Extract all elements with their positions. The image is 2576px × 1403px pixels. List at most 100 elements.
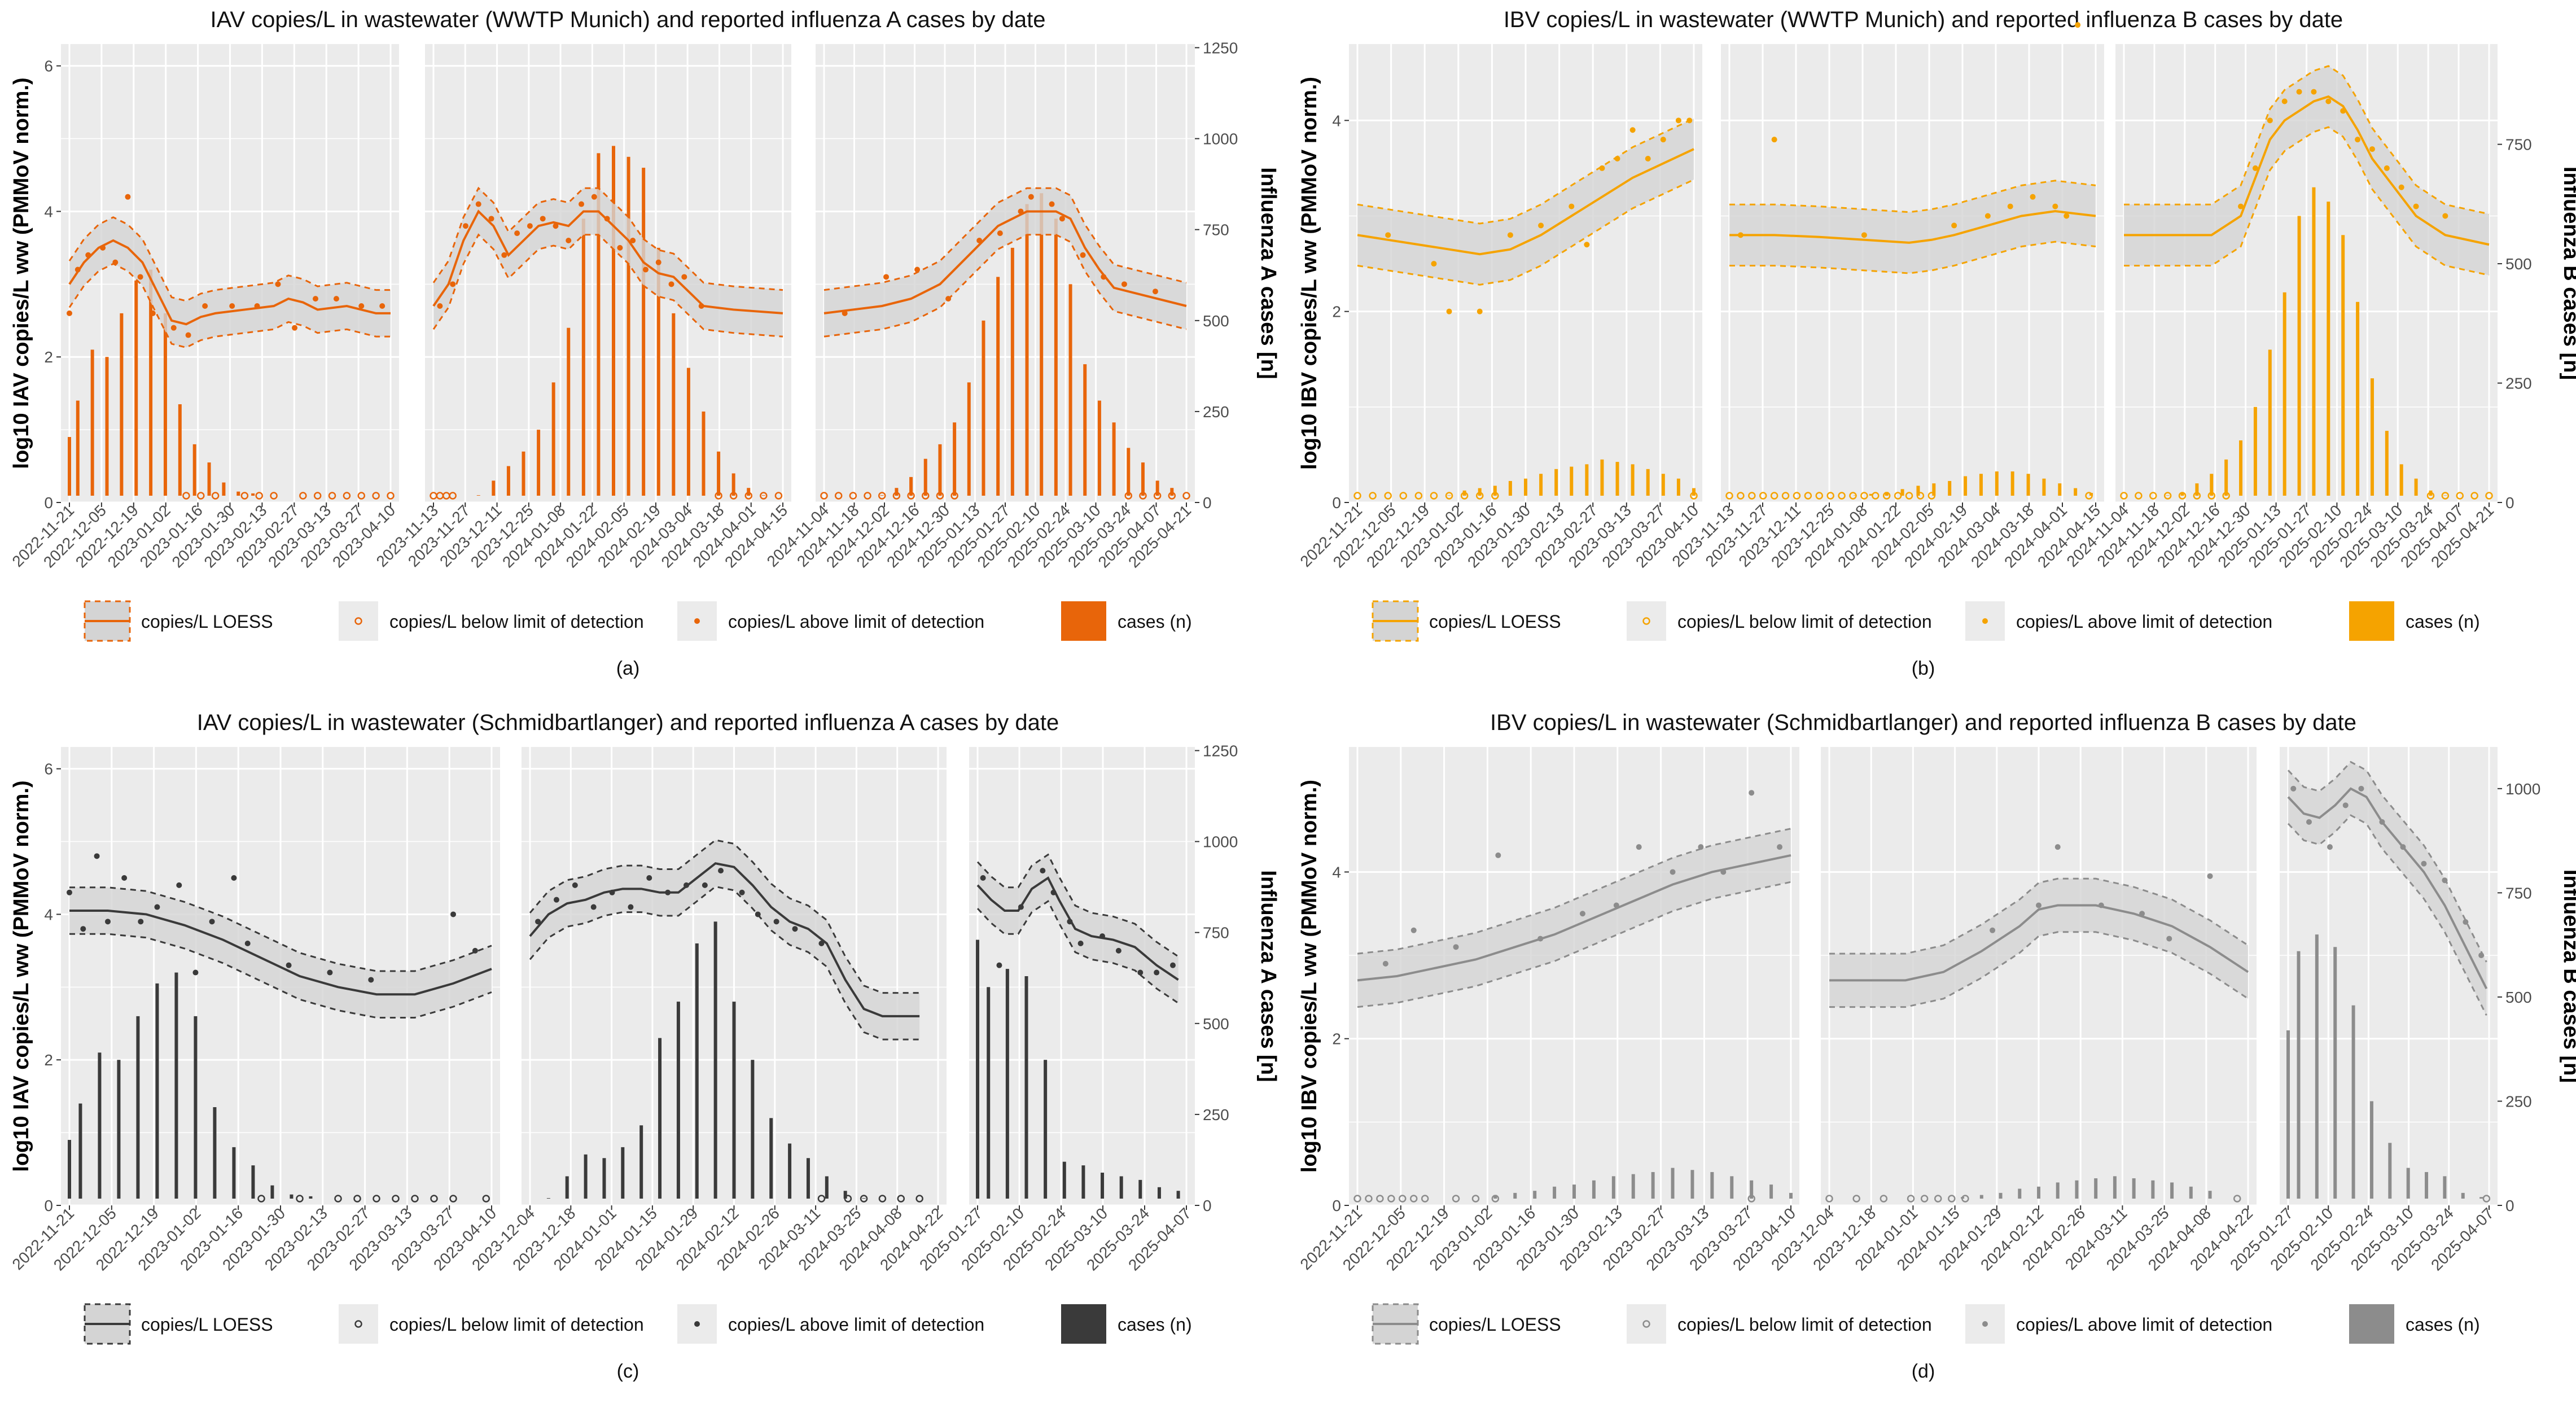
point-above-lod: [80, 926, 86, 932]
cases-bar: [731, 473, 735, 496]
point-below-lod: [1747, 1195, 1755, 1203]
point-below-lod: [1748, 492, 1756, 500]
cases-bar: [2189, 1186, 2193, 1199]
point-above-lod: [2358, 785, 2364, 792]
figure-caption: (d): [1912, 1361, 1935, 1382]
legend-label-loess: copies/L LOESS: [1429, 1314, 1561, 1335]
point-above-lod: [1686, 117, 1693, 124]
point-above-lod: [2252, 165, 2258, 171]
cases-bar: [2443, 495, 2447, 496]
cases-bar: [2425, 1172, 2429, 1199]
point-below-lod: [1804, 492, 1812, 500]
cases-bar: [1024, 976, 1028, 1199]
point-above-lod: [604, 216, 610, 222]
cases-bar: [1493, 486, 1497, 496]
point-below-lod: [1182, 492, 1190, 500]
legend-key-above: [694, 1321, 700, 1327]
y2-tick-label: 0: [1203, 1197, 1212, 1214]
point-above-lod: [450, 281, 456, 287]
cases-bar: [1062, 1161, 1066, 1199]
point-below-lod: [1737, 492, 1745, 500]
point-above-lod: [1018, 904, 1024, 910]
point-below-lod: [357, 492, 366, 500]
season-panel-1: 2022-11-212022-12-052022-12-192023-01-02…: [9, 747, 500, 1274]
point-below-lod: [878, 1195, 887, 1203]
legend-key-below-bg: [339, 1304, 378, 1344]
y-tick-label: 2: [44, 1051, 53, 1069]
loess-upper-bound: [432, 186, 783, 291]
cases-bar: [1631, 1174, 1635, 1199]
y-tick-label: 2: [44, 348, 53, 366]
cases-bar: [1570, 466, 1574, 496]
legend-key-below: [1642, 1320, 1650, 1328]
point-above-lod: [2384, 165, 2390, 171]
legend-key-above: [1982, 1321, 1988, 1327]
point-below-lod: [1920, 1195, 1929, 1203]
y2-tick-label: 250: [2505, 1092, 2532, 1110]
y2-tick-label: 500: [2505, 989, 2532, 1006]
cases-bar: [2327, 202, 2330, 496]
cases-bar: [1044, 1060, 1048, 1199]
cases-bar: [120, 313, 124, 496]
point-below-lod: [1421, 1195, 1429, 1203]
cases-bar: [923, 458, 927, 496]
cases-bar: [1127, 448, 1131, 496]
cases-bar: [1155, 480, 1159, 496]
point-below-lod: [1460, 492, 1469, 500]
cases-bar: [1524, 478, 1527, 496]
point-above-lod: [327, 969, 333, 976]
point-above-lod: [2398, 184, 2404, 190]
cases-bar: [2253, 407, 2257, 496]
y2-tick-label: 750: [1203, 924, 1229, 942]
season-panel-2: 2023-11-132023-11-272023-12-112023-12-25…: [373, 44, 791, 571]
point-above-lod: [202, 303, 208, 309]
loess-band: [69, 887, 492, 1018]
point-above-lod: [67, 889, 72, 895]
point-above-lod: [333, 296, 339, 302]
point-above-lod: [2207, 873, 2213, 879]
point-below-lod: [240, 492, 249, 500]
y-axis-label: log10 IBV copies/L ww (PMMoV norm.): [1298, 77, 1321, 470]
point-above-lod: [1453, 944, 1459, 950]
point-above-lod: [591, 194, 597, 200]
cases-bar: [1447, 495, 1451, 496]
loess-lower-bound: [432, 233, 783, 338]
cases-bar: [1176, 1191, 1180, 1199]
cases-bar: [1539, 474, 1543, 496]
cases-bar: [1553, 1186, 1557, 1199]
loess-upper-bound: [976, 853, 1179, 958]
point-above-lod: [1040, 868, 1046, 874]
point-above-lod: [170, 325, 177, 331]
point-below-lod: [1948, 1195, 1956, 1203]
loess-band: [1729, 180, 2096, 273]
cases-bar: [2312, 187, 2316, 496]
cases-bar: [551, 382, 555, 496]
point-below-lod: [2193, 492, 2201, 500]
cases-bar: [584, 1154, 588, 1199]
point-above-lod: [1749, 790, 1755, 796]
cases-bar: [2268, 349, 2272, 496]
cases-bar: [194, 1016, 198, 1199]
point-above-lod: [997, 230, 1003, 237]
point-below-lod: [1770, 492, 1778, 500]
cases-bar: [155, 983, 159, 1199]
legend-label-loess: copies/L LOESS: [141, 611, 273, 632]
point-below-lod: [1452, 1195, 1460, 1203]
cases-bar: [1769, 1185, 1773, 1199]
point-above-lod: [535, 919, 541, 925]
loess-upper-bound: [529, 839, 920, 994]
cases-bar: [686, 368, 690, 496]
point-below-lod: [2222, 492, 2230, 500]
point-below-lod: [820, 492, 828, 500]
point-below-lod: [449, 492, 457, 500]
cases-bar: [2094, 1178, 2098, 1199]
point-below-lod: [1384, 492, 1392, 500]
season-panel-3: 2025-01-272025-02-102025-02-242025-03-10…: [916, 747, 1195, 1274]
loess-band: [1357, 118, 1694, 285]
point-below-lod: [844, 1195, 852, 1203]
cases-bar: [1750, 1180, 1754, 1199]
loess-line: [1729, 210, 2096, 244]
point-above-lod: [312, 296, 318, 302]
chart-a: IAV copies/L in wastewater (WWTP Munich)…: [9, 7, 1280, 679]
legend-key-below-bg: [339, 601, 378, 641]
